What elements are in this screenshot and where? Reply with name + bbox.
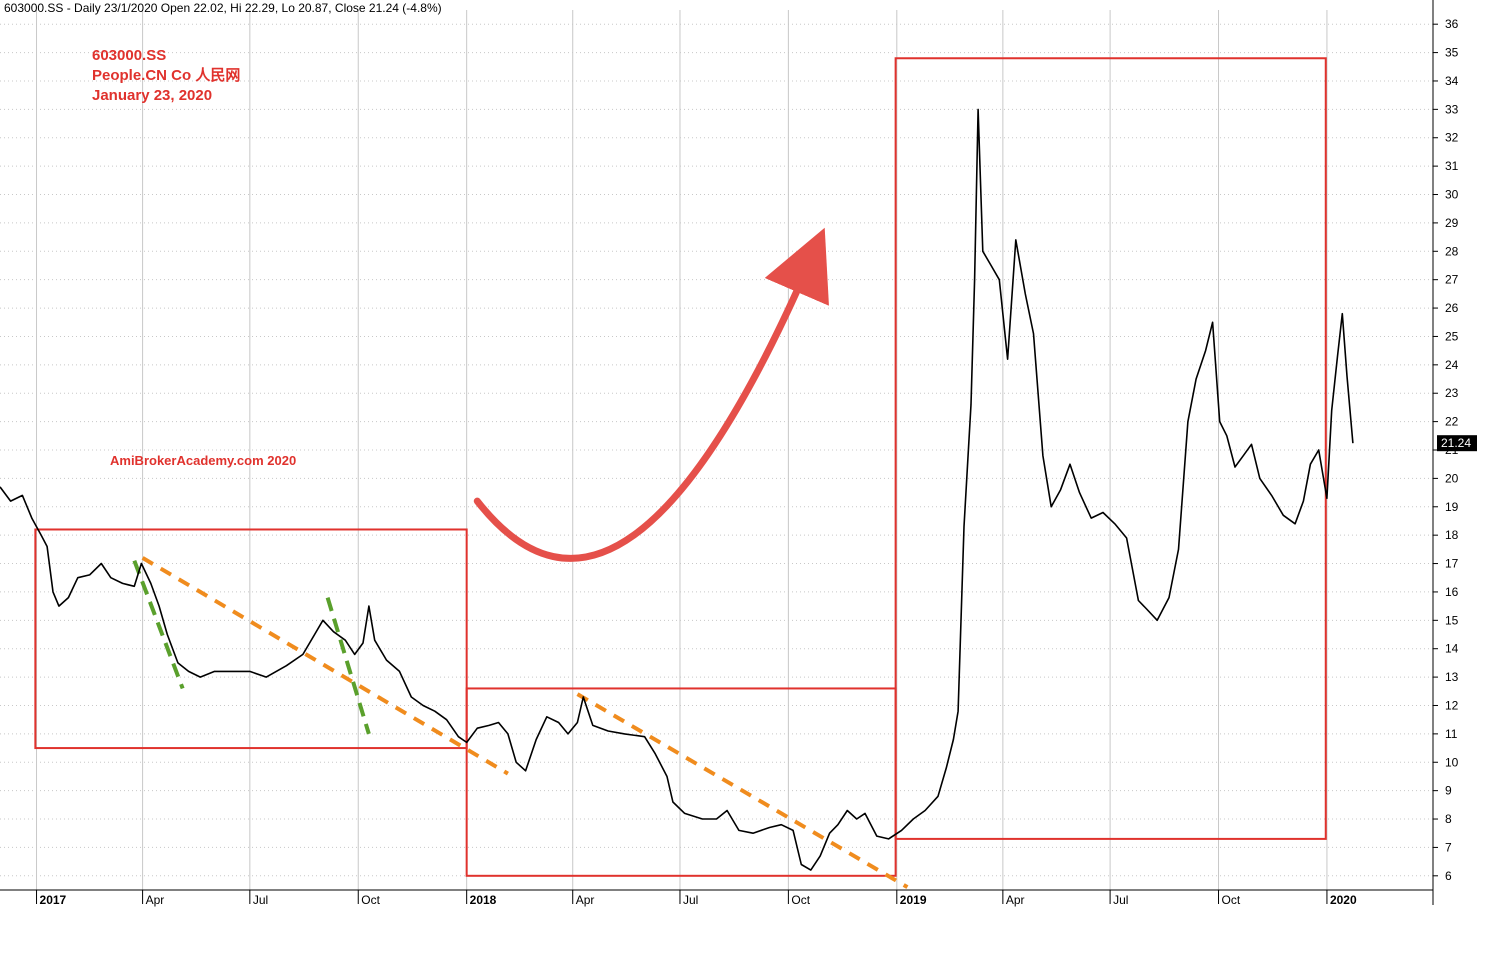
breakout-arrow: [473, 227, 829, 562]
y-axis: 6789101112131415161718192021222324252627…: [1432, 0, 1459, 905]
grid-lines: [0, 10, 1433, 890]
y-tick-label: 8: [1445, 812, 1452, 826]
ticker-annotation: 603000.SS: [92, 47, 167, 64]
price-series: [0, 108, 1354, 871]
last-price-label: 21.24: [1441, 436, 1471, 450]
range-box: [465, 687, 897, 877]
y-tick-label: 9: [1445, 784, 1452, 798]
x-tick-label: 2018: [470, 893, 497, 907]
y-tick-label: 18: [1445, 528, 1459, 542]
price-line: [0, 108, 1354, 871]
curved-arrow: [473, 227, 829, 562]
y-tick-label: 11: [1445, 727, 1458, 741]
x-tick-label: Apr: [576, 893, 595, 907]
range-boxes: [34, 57, 1327, 877]
range-box: [34, 528, 468, 750]
x-tick-label: Jul: [683, 893, 698, 907]
y-tick-label: 10: [1445, 755, 1459, 769]
y-tick-label: 30: [1445, 188, 1459, 202]
date-annotation: January 23, 2020: [92, 87, 213, 104]
y-tick-label: 25: [1445, 329, 1459, 343]
x-tick-label: 2019: [900, 893, 927, 907]
range-box: [894, 57, 1327, 840]
y-tick-label: 24: [1445, 358, 1459, 372]
watermark-annotation: AmiBrokerAcademy.com 2020: [110, 453, 297, 468]
x-tick-label: Jul: [1113, 893, 1128, 907]
company-annotation: People.CN Co 人民网: [92, 67, 241, 84]
orange-trend-line: [576, 692, 909, 889]
y-tick-label: 13: [1445, 670, 1459, 684]
y-tick-label: 32: [1445, 131, 1459, 145]
y-tick-label: 14: [1445, 642, 1459, 656]
y-tick-label: 20: [1445, 471, 1459, 485]
last-price-marker: 21.24: [1437, 435, 1477, 452]
x-axis: 2017 Apr Jul Oct 2018 Apr Jul Oct 2019 Apr Jul Oct 2…: [0, 889, 1433, 907]
x-tick-label: 2017: [40, 893, 67, 907]
y-tick-label: 7: [1445, 840, 1452, 854]
y-tick-label: 31: [1445, 159, 1459, 173]
y-tick-label: 29: [1445, 216, 1459, 230]
trend-lines: [132, 556, 909, 889]
x-tick-label: Oct: [791, 893, 810, 907]
y-tick-label: 33: [1445, 102, 1459, 116]
y-tick-label: 6: [1445, 869, 1452, 883]
x-tick-label: Jul: [253, 893, 268, 907]
green-trend-line: [325, 597, 371, 735]
y-tick-label: 35: [1445, 46, 1459, 60]
y-tick-label: 16: [1445, 585, 1459, 599]
x-tick-label: Apr: [1006, 893, 1025, 907]
x-tick-label: Apr: [146, 893, 165, 907]
y-tick-label: 19: [1445, 500, 1459, 514]
y-tick-label: 34: [1445, 74, 1459, 88]
y-tick-label: 27: [1445, 273, 1459, 287]
y-tick-label: 26: [1445, 301, 1459, 315]
x-tick-label: Oct: [361, 893, 380, 907]
x-tick-label: Oct: [1222, 893, 1241, 907]
orange-trend-line: [141, 556, 509, 776]
y-tick-label: 36: [1445, 17, 1459, 31]
y-tick-label: 23: [1445, 386, 1459, 400]
y-tick-label: 15: [1445, 613, 1459, 627]
chart-header: 603000.SS - Daily 23/1/2020 Open 22.02, …: [4, 1, 442, 15]
y-tick-label: 17: [1445, 557, 1459, 571]
x-tick-label: 2020: [1330, 893, 1357, 907]
last-price-badge: [1437, 435, 1477, 452]
y-tick-label: 28: [1445, 244, 1459, 258]
y-tick-label: 22: [1445, 415, 1459, 429]
green-trend-line: [132, 560, 185, 690]
y-tick-label: 12: [1445, 698, 1459, 712]
